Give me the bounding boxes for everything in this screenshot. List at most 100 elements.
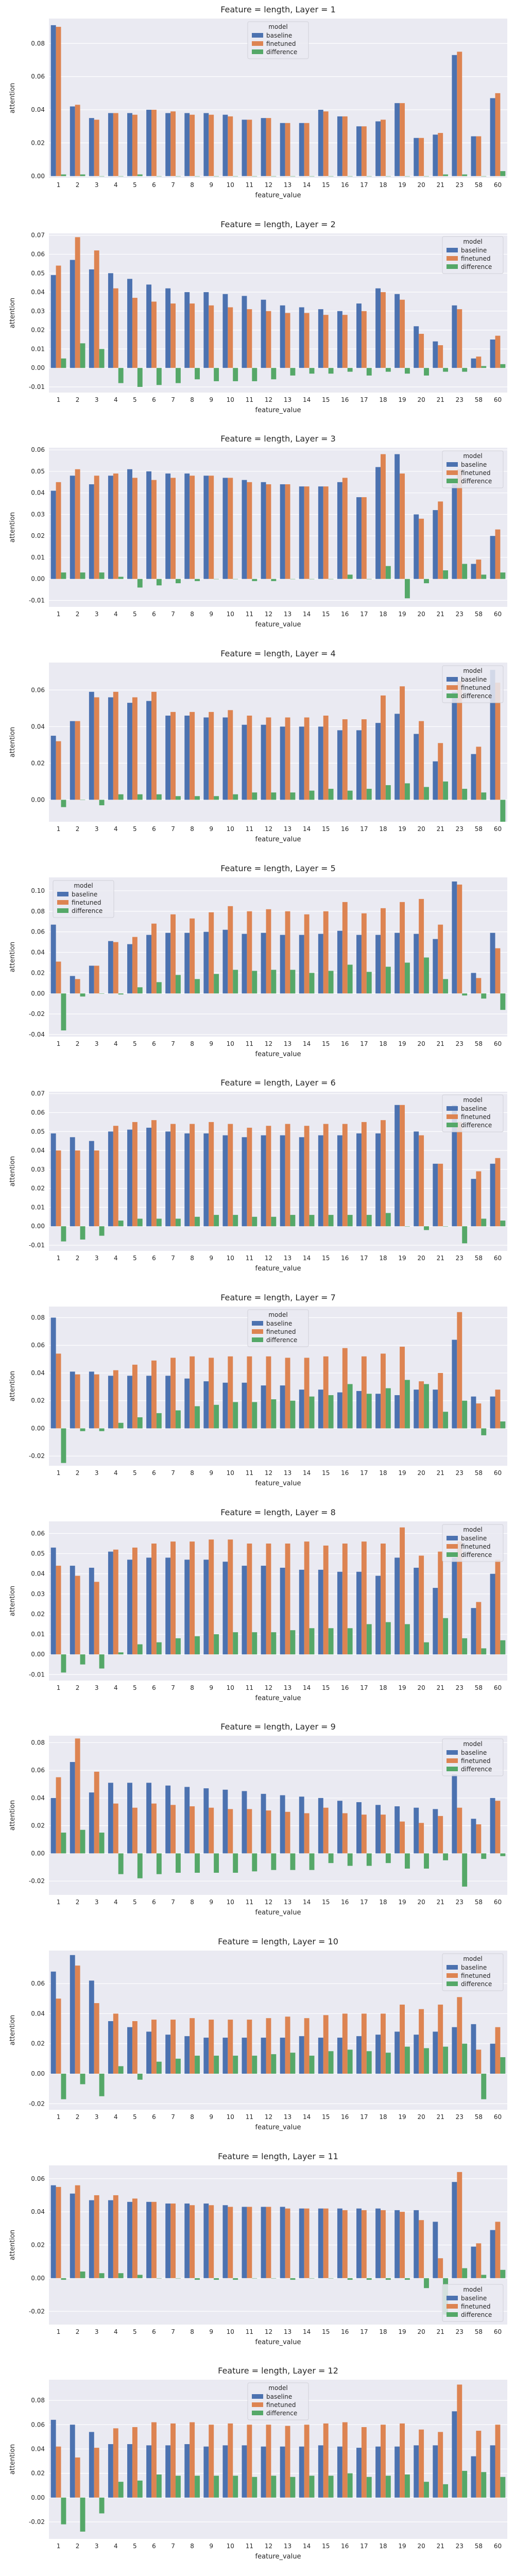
y-axis-label: attention <box>9 2444 16 2475</box>
bar-baseline-15 <box>318 1798 323 1854</box>
bar-difference-9 <box>214 1853 219 1873</box>
x-tick-label: 8 <box>190 2328 194 2335</box>
x-tick-label: 2 <box>76 2328 80 2335</box>
x-tick-label: 11 <box>246 611 253 618</box>
bar-difference-9 <box>214 579 219 580</box>
x-tick-label: 12 <box>265 396 272 403</box>
bar-baseline-1 <box>50 275 56 368</box>
bar-baseline-11 <box>242 480 247 580</box>
x-tick-label: 15 <box>322 1899 330 1906</box>
bar-baseline-6 <box>146 935 152 993</box>
bar-baseline-16 <box>337 1135 342 1227</box>
x-tick-label: 3 <box>95 2113 99 2121</box>
bar-finetuned-16 <box>342 1813 348 1854</box>
y-tick-label: -0.02 <box>29 2518 45 2526</box>
bar-finetuned-1 <box>56 2187 61 2278</box>
bar-finetuned-5 <box>132 297 138 368</box>
bar-finetuned-10 <box>228 710 233 800</box>
y-tick-label: -0.01 <box>29 597 45 604</box>
legend-label-difference: difference <box>266 1336 297 1344</box>
chart-title: Feature = length, Layer = 3 <box>220 434 336 444</box>
bar-baseline-18 <box>375 288 381 368</box>
bar-finetuned-11 <box>247 309 252 368</box>
bar-baseline-11 <box>242 1791 247 1854</box>
x-tick-label: 17 <box>360 1469 368 1477</box>
bar-baseline-11 <box>242 1382 247 1429</box>
x-tick-label: 9 <box>209 1899 213 1906</box>
bar-difference-15 <box>328 789 334 800</box>
y-tick-label: 0.05 <box>31 468 45 475</box>
bar-baseline-12 <box>261 2207 266 2278</box>
bar-finetuned-2 <box>75 2458 80 2498</box>
legend-title: model <box>463 452 482 460</box>
x-tick-label: 58 <box>475 1255 483 1262</box>
legend-label-finetuned: finetuned <box>461 1757 490 1765</box>
legend-label-difference: difference <box>461 1980 492 1988</box>
bar-baseline-3 <box>89 1567 94 1654</box>
bar-difference-9 <box>214 367 219 381</box>
legend-label-finetuned: finetuned <box>461 1972 490 1979</box>
bar-finetuned-12 <box>266 484 271 580</box>
x-tick-label: 8 <box>190 2543 194 2550</box>
x-tick-label: 17 <box>360 396 368 403</box>
bar-difference-58 <box>481 2275 487 2278</box>
bar-difference-10 <box>233 579 238 580</box>
x-tick-label: 5 <box>133 2328 137 2335</box>
bar-baseline-17 <box>356 497 362 580</box>
bar-finetuned-60 <box>495 530 501 580</box>
bar-finetuned-60 <box>495 1158 501 1227</box>
bar-finetuned-12 <box>266 717 271 800</box>
bar-finetuned-19 <box>400 2004 405 2074</box>
x-tick-label: 4 <box>114 396 118 403</box>
legend-swatch-difference <box>447 1123 458 1128</box>
x-tick-label: 15 <box>322 2113 330 2121</box>
bar-difference-6 <box>156 367 162 385</box>
bar-baseline-7 <box>165 113 171 176</box>
legend-swatch-difference <box>447 2312 458 2317</box>
bar-difference-16 <box>347 1628 353 1654</box>
y-tick-label: 0.00 <box>31 796 45 803</box>
bar-baseline-58 <box>471 1396 476 1429</box>
x-tick-label: 13 <box>284 1040 291 1047</box>
bar-finetuned-8 <box>190 2205 195 2278</box>
bar-finetuned-58 <box>476 1171 482 1227</box>
bar-baseline-3 <box>89 1141 94 1227</box>
bar-difference-18 <box>385 367 391 372</box>
bar-finetuned-13 <box>285 1358 290 1429</box>
bar-finetuned-58 <box>476 1824 482 1854</box>
bar-difference-13 <box>290 1630 296 1654</box>
chart-panel-2: -0.010.000.010.020.030.040.050.060.071 2 3… <box>9 219 507 414</box>
bar-difference-20 <box>424 1226 429 1230</box>
bar-difference-3 <box>99 993 105 994</box>
bar-difference-19 <box>404 1853 410 1869</box>
bar-finetuned-1 <box>56 1777 61 1854</box>
bar-baseline-19 <box>394 1557 400 1654</box>
x-tick-label: 23 <box>456 2113 464 2121</box>
bar-difference-1 <box>61 1654 66 1673</box>
bar-finetuned-18 <box>381 2210 386 2278</box>
x-tick-label: 58 <box>475 2543 483 2550</box>
bar-finetuned-14 <box>304 2425 310 2498</box>
x-tick-label: 17 <box>360 611 368 618</box>
bar-finetuned-20 <box>419 138 424 176</box>
bar-baseline-18 <box>375 723 381 800</box>
bar-difference-12 <box>271 2054 277 2074</box>
bar-difference-60 <box>500 1640 506 1654</box>
x-tick-label: 21 <box>437 2113 444 2121</box>
bar-difference-6 <box>156 2278 162 2279</box>
x-tick-label: 12 <box>265 1684 272 1691</box>
bar-baseline-3 <box>89 118 94 176</box>
bar-difference-5 <box>137 579 143 588</box>
bar-finetuned-10 <box>228 478 233 580</box>
bar-finetuned-21 <box>438 2258 443 2278</box>
bar-finetuned-8 <box>190 1541 195 1654</box>
legend-swatch-baseline <box>252 2394 263 2399</box>
bar-baseline-4 <box>108 697 113 800</box>
bar-baseline-21 <box>433 761 438 800</box>
bar-baseline-13 <box>280 726 285 800</box>
x-tick-label: 12 <box>265 2328 272 2335</box>
legend-label-baseline: baseline <box>266 1320 292 1327</box>
bar-baseline-60 <box>490 339 495 368</box>
bar-finetuned-15 <box>323 911 329 993</box>
bar-baseline-17 <box>356 303 362 368</box>
